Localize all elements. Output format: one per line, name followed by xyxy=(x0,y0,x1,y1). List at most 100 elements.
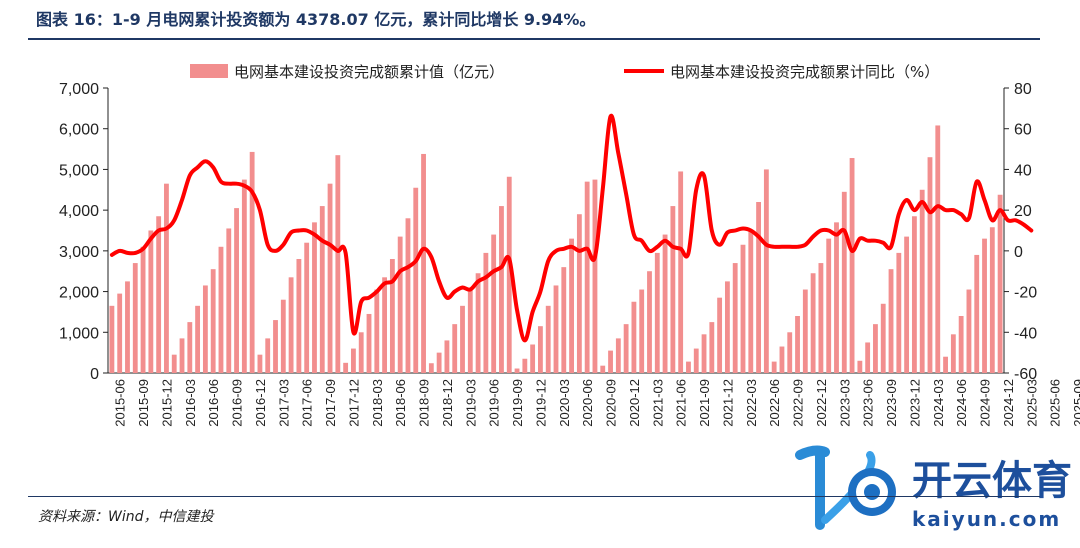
x-tick-label: 2020-03 xyxy=(557,379,572,427)
bar xyxy=(545,305,551,373)
bar xyxy=(849,158,855,373)
bar xyxy=(826,238,832,373)
bar xyxy=(319,206,325,373)
bar xyxy=(164,183,169,373)
y-right-tick-label: 20 xyxy=(1014,203,1032,220)
bar xyxy=(802,289,808,373)
x-tick-label: 2025-09 xyxy=(1071,379,1080,427)
bar xyxy=(452,324,458,373)
bar xyxy=(732,263,738,373)
bar xyxy=(756,202,761,373)
x-tick-label: 2017-09 xyxy=(323,379,338,427)
bar xyxy=(678,171,684,373)
y-right-tick-label: -40 xyxy=(1014,325,1037,342)
watermark-cn-text: 开云体育 xyxy=(912,458,1072,504)
bar xyxy=(530,344,536,373)
bar xyxy=(724,281,730,373)
bar xyxy=(374,289,380,373)
x-tick-label: 2018-12 xyxy=(440,379,455,427)
bar xyxy=(343,362,349,373)
bar xyxy=(584,181,590,373)
bar xyxy=(834,222,839,373)
source-note: 资料来源：Wind，中信建投 xyxy=(38,509,214,525)
bar xyxy=(943,356,948,373)
bar xyxy=(654,252,660,373)
x-tick-label: 2024-03 xyxy=(931,379,946,427)
bar xyxy=(639,289,645,373)
bar xyxy=(647,271,652,373)
bar xyxy=(436,352,442,373)
x-tick-label: 2016-09 xyxy=(230,379,245,427)
y-left-tick-label: 7,000 xyxy=(59,81,99,98)
x-tick-label: 2015-06 xyxy=(113,379,128,427)
bar xyxy=(195,305,201,373)
bar xyxy=(312,222,317,373)
bar xyxy=(132,263,138,373)
bar xyxy=(748,230,754,373)
y-left-tick-label: 3,000 xyxy=(59,244,99,261)
x-tick-label: 2016-12 xyxy=(253,379,268,427)
bar xyxy=(670,206,676,373)
x-tick-label: 2015-12 xyxy=(159,379,174,427)
y-left-tick-label: 1,000 xyxy=(59,325,99,342)
bar xyxy=(179,338,185,373)
bar xyxy=(880,303,886,373)
bar xyxy=(787,332,793,373)
x-tick-label: 2020-06 xyxy=(580,379,595,427)
x-tick-label: 2021-12 xyxy=(720,379,735,427)
bar xyxy=(538,326,543,373)
bar xyxy=(904,236,910,373)
bar xyxy=(740,244,746,373)
bar xyxy=(187,322,193,373)
x-tick-label: 2022-09 xyxy=(791,379,806,427)
x-tick-label: 2022-03 xyxy=(744,379,759,427)
bar xyxy=(358,332,364,373)
bar xyxy=(382,277,388,373)
y-right-tick-label: 40 xyxy=(1014,162,1032,179)
bar xyxy=(841,191,847,373)
y-right-tick-label: -60 xyxy=(1014,366,1037,383)
bar xyxy=(810,273,816,373)
x-tick-label: 2024-09 xyxy=(978,379,993,427)
chart-title: 图表 16：1-9 月电网累计投资额为 4378.07 亿元，累计同比增长 9.… xyxy=(36,10,596,29)
bar xyxy=(865,342,871,373)
bar xyxy=(140,246,146,373)
bar xyxy=(686,361,691,373)
x-tick-label: 2018-09 xyxy=(417,379,432,427)
x-tick-label: 2015-09 xyxy=(136,379,151,427)
watermark: 开云体育 kaiyun.com xyxy=(795,445,1072,531)
bar xyxy=(615,338,621,373)
bar xyxy=(997,194,1003,373)
bar xyxy=(701,334,707,373)
bar xyxy=(873,324,878,373)
x-tick-label: 2020-09 xyxy=(604,379,619,427)
bar xyxy=(499,206,504,373)
y-left-tick-label: 2,000 xyxy=(59,285,99,302)
bar xyxy=(989,227,995,373)
bar xyxy=(779,346,785,373)
bar xyxy=(351,348,356,373)
bar xyxy=(405,218,411,373)
x-tick-label: 2024-12 xyxy=(1001,379,1016,427)
bar xyxy=(569,238,574,373)
bar xyxy=(608,350,613,373)
x-tick-label: 2022-12 xyxy=(814,379,829,427)
bar xyxy=(592,179,598,373)
x-tick-label: 2025-06 xyxy=(1048,379,1063,427)
y-right-tick-label: 0 xyxy=(1014,244,1023,261)
bar xyxy=(771,361,777,373)
bar xyxy=(304,242,310,373)
bar xyxy=(561,267,567,373)
y-right-tick-label: -20 xyxy=(1014,285,1037,302)
bar xyxy=(857,360,863,373)
bar xyxy=(662,234,668,373)
y-left-tick-label: 5,000 xyxy=(59,162,99,179)
bar xyxy=(210,269,216,373)
bar xyxy=(522,358,528,373)
x-tick-label: 2020-12 xyxy=(627,379,642,427)
bar xyxy=(717,297,723,373)
y-right-tick-label: 80 xyxy=(1014,81,1032,98)
yoy-line xyxy=(109,113,1034,343)
x-tick-label: 2024-06 xyxy=(954,379,969,427)
